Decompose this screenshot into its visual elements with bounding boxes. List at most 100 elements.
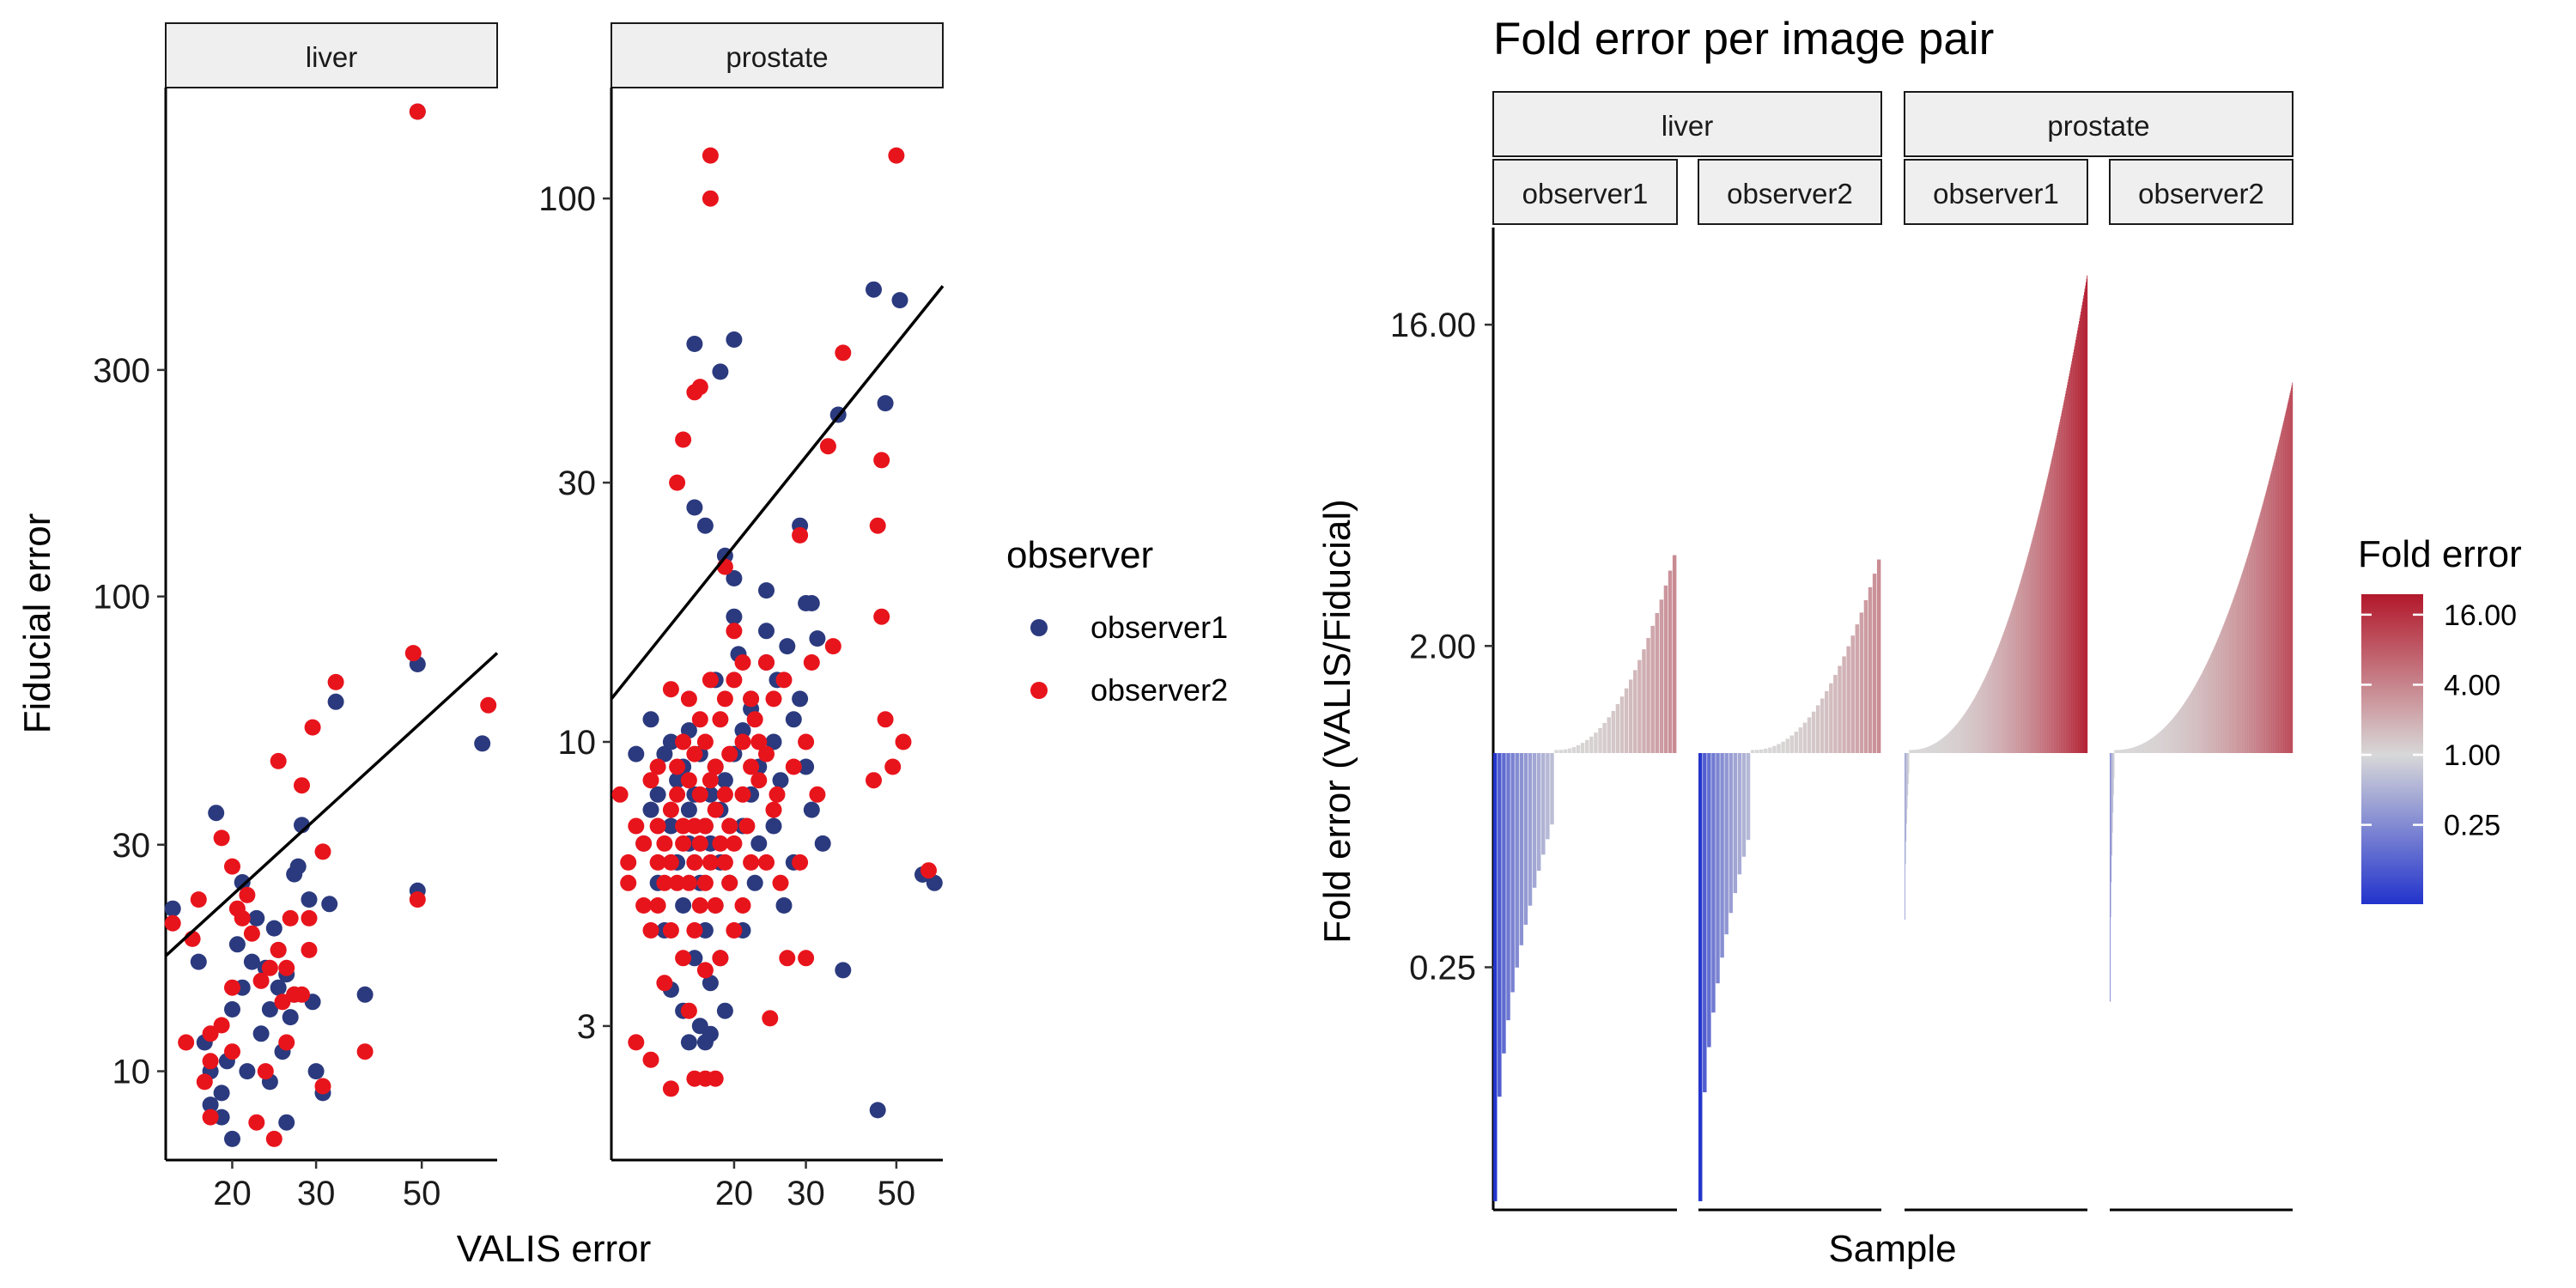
fold-error-bar <box>2000 641 2002 753</box>
data-point <box>282 909 299 927</box>
fold-error-bar <box>2222 627 2223 754</box>
fold-error-bar <box>1863 599 1868 754</box>
y-tick-label: 100 <box>538 180 596 218</box>
fold-error-bar <box>1807 717 1812 754</box>
fold-error-bar <box>2231 605 2232 754</box>
data-point <box>726 671 743 689</box>
fold-error-bar <box>2241 574 2242 754</box>
fold-error-bar <box>2248 553 2249 754</box>
data-point <box>239 886 256 903</box>
data-point <box>642 801 659 818</box>
data-point <box>835 962 852 979</box>
facet-strip-label: prostate <box>726 41 828 73</box>
data-point <box>213 1109 230 1126</box>
fold-error-bar <box>1993 659 1995 754</box>
fold-error-bar <box>2147 741 2148 754</box>
fold-error-bar <box>2065 391 2067 754</box>
fold-error-bar <box>2219 634 2221 754</box>
fold-error-bar <box>2263 497 2265 754</box>
x-axis-title: VALIS error <box>457 1228 652 1270</box>
data-point <box>178 1034 195 1051</box>
data-point <box>895 733 912 750</box>
fold-error-bar <box>2288 398 2290 754</box>
data-point <box>866 281 882 298</box>
fold-error-bar <box>1976 695 1978 754</box>
data-point <box>356 1043 374 1060</box>
fold-error-bar <box>2134 746 2136 753</box>
data-point <box>669 786 686 803</box>
facet-strip-label: observer2 <box>1727 178 1853 210</box>
fold-error-bar <box>2196 683 2197 754</box>
data-point <box>707 758 724 775</box>
fold-error-bar <box>1974 697 1976 753</box>
fold-error-bar <box>2192 689 2194 753</box>
fold-error-bar <box>1929 745 1931 753</box>
fold-error-bar <box>2158 732 2160 753</box>
legend-key <box>1030 619 1048 636</box>
fold-error-bar <box>2014 600 2015 754</box>
data-point <box>680 801 697 818</box>
fold-error-bar <box>2246 556 2248 753</box>
fold-error-bar <box>2198 679 2200 754</box>
fold-error-bar <box>2184 702 2185 753</box>
fold-error-bar <box>2265 494 2266 754</box>
data-point <box>304 719 321 736</box>
fold-error-bar <box>1850 635 1855 754</box>
fold-error-bar <box>2246 559 2247 754</box>
fold-error-bar <box>2221 629 2222 754</box>
fold-error-bar <box>2136 745 2138 754</box>
fold-error-bar <box>1905 753 1907 841</box>
fold-error-bar <box>1703 753 1707 1093</box>
fold-error-bar <box>2058 427 2059 754</box>
data-point <box>691 786 708 803</box>
fold-error-bar <box>2243 569 2244 754</box>
fold-error-bar <box>2136 746 2138 754</box>
data-point <box>712 835 729 852</box>
fold-error-bar <box>2136 746 2137 754</box>
fold-error-bar <box>2162 728 2164 753</box>
fold-error-bar <box>1971 702 1973 753</box>
fold-error-bar <box>2154 736 2155 754</box>
bar-panel-prostate-observer1 <box>1905 275 2088 1212</box>
fold-error-bar <box>2190 693 2191 754</box>
fold-error-bar <box>2167 724 2169 754</box>
fold-error-bar <box>1988 669 1990 754</box>
bar-strips: liver prostate observer1 observer2 observer1… <box>1492 91 2293 225</box>
fold-error-bar <box>2208 659 2209 754</box>
fold-error-bar <box>2035 526 2037 754</box>
fold-error-bar <box>2238 585 2239 754</box>
fold-error-bar <box>2169 721 2171 754</box>
fold-error-bar <box>2225 619 2227 753</box>
fold-error-bar <box>2116 750 2117 754</box>
data-point <box>726 331 743 348</box>
fold-error-bar <box>2174 716 2176 754</box>
fold-error-bar <box>2036 524 2037 754</box>
data-point <box>270 752 287 769</box>
fold-error-bar <box>1698 753 1703 1201</box>
fold-error-bar <box>2204 666 2206 754</box>
fold-error-bar <box>2062 410 2063 754</box>
fold-error-bar <box>1906 753 1908 809</box>
fold-error-bar <box>2076 333 2078 754</box>
data-point <box>696 962 714 979</box>
fold-error-bar <box>2269 476 2271 754</box>
fold-error-bar <box>2148 739 2150 754</box>
fold-error-bar <box>2227 612 2229 754</box>
data-point <box>716 786 733 803</box>
fold-error-bar <box>2021 576 2023 753</box>
fold-error-bar <box>1987 671 1989 754</box>
fold-error-bar <box>1642 649 1646 753</box>
fold-error-bar <box>1986 674 1988 754</box>
fold-error-bar <box>2240 576 2242 753</box>
fold-error-bar <box>1493 753 1498 1201</box>
data-point <box>680 772 697 789</box>
data-point <box>480 696 497 714</box>
fold-error-bar <box>2019 586 2020 754</box>
data-point <box>873 608 890 625</box>
bar-panel-prostate-observer2 <box>2110 382 2293 1212</box>
x-tick-label: 20 <box>715 1175 754 1212</box>
fold-error-bar <box>2253 534 2255 754</box>
fold-error-bar <box>2159 732 2160 754</box>
data-point <box>696 733 714 750</box>
fold-error-bar <box>1707 753 1711 1048</box>
